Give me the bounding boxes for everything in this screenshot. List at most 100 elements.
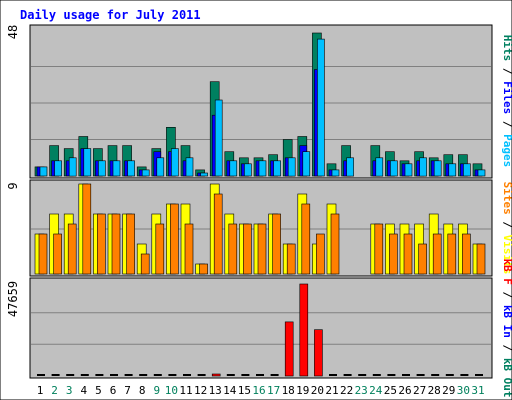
x-label-day-24: 24 xyxy=(369,384,383,397)
bar-kb-f-day-21 xyxy=(329,374,337,376)
top-y-max-label: 48 xyxy=(6,25,20,39)
x-label-day-21: 21 xyxy=(325,384,338,397)
bar-pages-day-26 xyxy=(404,163,413,177)
bar-sites-day-16 xyxy=(257,223,267,275)
bar-kb-f-day-4 xyxy=(80,374,89,376)
bar-sites-day-15 xyxy=(243,223,252,275)
x-label-day-1: 1 xyxy=(37,384,44,397)
x-label-day-4: 4 xyxy=(80,384,87,397)
bar-kb-f-day-24 xyxy=(372,374,381,376)
bar-pages-day-15 xyxy=(244,163,252,177)
middle-y-max-label: 9 xyxy=(6,182,20,189)
bar-sites-day-21 xyxy=(330,213,340,275)
bar-sites-day-31 xyxy=(476,243,486,275)
bar-sites-day-14 xyxy=(228,223,238,275)
bar-pages-day-7 xyxy=(127,160,135,177)
top-legend-text: Hits / Files / Pages xyxy=(501,35,512,168)
legend-sites: Sites xyxy=(501,182,512,215)
bottom-panel-background xyxy=(29,277,493,379)
top-panel-bars xyxy=(34,32,486,177)
bar-kb-f-day-16 xyxy=(256,374,264,376)
bar-sites-day-25 xyxy=(389,233,398,275)
bar-kb-f-day-13 xyxy=(211,373,221,377)
bar-kb-f-day-31 xyxy=(475,374,483,376)
bar-kb-f-day-23 xyxy=(358,374,367,376)
legend-kb-f: kB F xyxy=(501,258,512,285)
legend-separator: / xyxy=(501,114,512,134)
bar-sites-day-3 xyxy=(67,223,77,275)
bottom-panel-grid xyxy=(31,312,491,345)
x-label-day-3: 3 xyxy=(66,384,73,397)
bar-kb-f-day-5 xyxy=(95,374,104,376)
chart-title: Daily usage for July 2011 xyxy=(20,8,201,22)
x-label-day-7: 7 xyxy=(124,384,131,397)
bar-pages-day-8 xyxy=(141,169,150,177)
bar-sites-day-13 xyxy=(213,193,223,275)
x-label-day-19: 19 xyxy=(296,384,309,397)
legend-separator: / xyxy=(501,215,512,235)
bar-sites-day-27 xyxy=(418,243,427,275)
bar-kb-f-day-27 xyxy=(416,374,425,376)
bar-sites-day-29 xyxy=(447,233,457,275)
bar-pages-day-18 xyxy=(287,157,296,177)
x-axis-labels: 1 2 3 4 5 6 7 8 9 10 11 12 13 14 15 16 17 18 19 20 21 22 23 24 2… xyxy=(37,384,485,397)
bar-sites-day-28 xyxy=(432,233,442,275)
x-label-day-29: 29 xyxy=(442,384,455,397)
bar-pages-day-29 xyxy=(448,163,457,177)
bar-kb-f-day-25 xyxy=(387,374,396,376)
bar-kb-f-day-20 xyxy=(314,329,323,377)
legend-pages: Pages xyxy=(501,134,512,167)
bar-sites-day-30 xyxy=(462,233,471,275)
bar-kb-f-day-9 xyxy=(153,374,162,376)
legend-visits: Visits xyxy=(501,235,512,275)
middle-panel: 9 Sites / Visits xyxy=(6,179,512,277)
legend-separator: / xyxy=(501,285,512,305)
bar-pages-day-3 xyxy=(68,157,77,177)
bottom-legend: kB F / kB In / kB Out xyxy=(501,258,512,397)
bar-sites-day-1 xyxy=(38,233,48,275)
bar-pages-day-13 xyxy=(214,99,223,177)
bar-pages-day-6 xyxy=(112,160,121,177)
x-label-day-8: 8 xyxy=(139,384,146,397)
bar-sites-day-20 xyxy=(316,233,325,275)
x-label-day-13: 13 xyxy=(209,384,222,397)
bar-pages-day-24 xyxy=(375,157,384,177)
bar-pages-day-27 xyxy=(419,157,427,177)
bar-kb-f-day-30 xyxy=(460,374,469,376)
bar-sites-day-26 xyxy=(403,233,413,275)
bar-sites-day-10 xyxy=(170,203,179,275)
bar-pages-day-9 xyxy=(156,157,165,177)
bar-sites-day-12 xyxy=(199,263,208,275)
bottom-y-max-label: 47659 xyxy=(6,281,20,317)
bar-pages-day-11 xyxy=(185,157,194,177)
bar-kb-f-day-2 xyxy=(51,374,60,376)
x-label-day-6: 6 xyxy=(110,384,117,397)
bar-pages-day-2 xyxy=(54,160,62,177)
bar-sites-day-17 xyxy=(272,213,281,275)
x-label-day-12: 12 xyxy=(194,384,207,397)
bar-sites-day-5 xyxy=(97,213,106,275)
x-label-day-2: 2 xyxy=(51,384,58,397)
x-label-day-30: 30 xyxy=(457,384,470,397)
bar-kb-f-day-10 xyxy=(168,374,177,376)
bar-kb-f-day-11 xyxy=(183,374,191,376)
bar-kb-f-day-17 xyxy=(270,374,279,376)
bar-pages-day-16 xyxy=(258,160,267,177)
bar-pages-day-14 xyxy=(229,160,238,177)
bottom-panel-bars xyxy=(37,283,483,377)
x-label-day-5: 5 xyxy=(95,384,102,397)
bar-pages-day-1 xyxy=(39,166,48,177)
legend-files: Files xyxy=(501,81,512,114)
bar-pages-day-10 xyxy=(171,148,179,177)
bar-sites-day-7 xyxy=(126,213,135,275)
x-label-day-25: 25 xyxy=(384,384,397,397)
x-label-day-15: 15 xyxy=(238,384,251,397)
bar-sites-day-9 xyxy=(155,223,165,275)
middle-panel-bars xyxy=(34,183,486,275)
top-panel-grid xyxy=(31,66,491,140)
bar-pages-day-25 xyxy=(390,160,398,177)
bar-pages-day-4 xyxy=(83,148,92,177)
bar-sites-day-19 xyxy=(301,203,311,275)
bar-kb-f-day-14 xyxy=(226,374,235,376)
